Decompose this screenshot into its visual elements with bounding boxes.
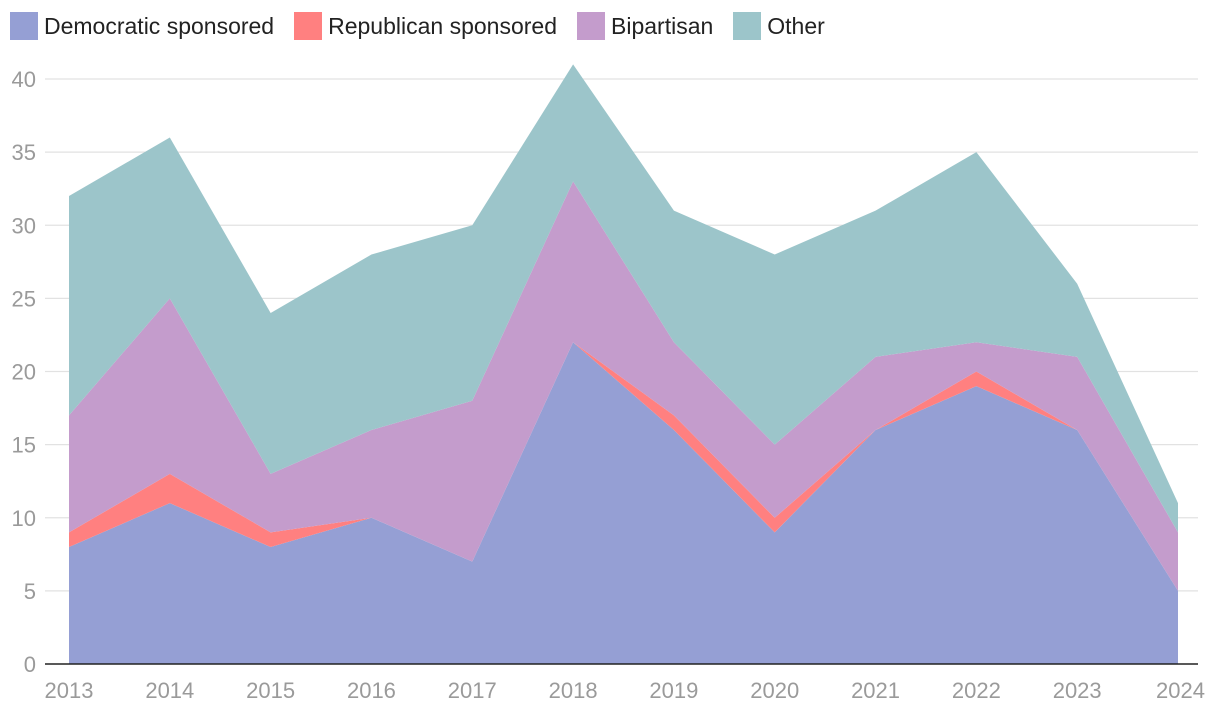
x-tick-label: 2016 <box>347 678 396 703</box>
legend-label-democratic: Democratic sponsored <box>44 12 275 39</box>
chart-legend: Democratic sponsored Republican sponsore… <box>10 10 845 42</box>
y-tick-label: 25 <box>12 286 36 311</box>
x-tick-label: 2019 <box>649 678 698 703</box>
x-tick-label: 2018 <box>549 678 598 703</box>
area-other <box>69 64 1178 533</box>
legend-label-bipartisan: Bipartisan <box>611 12 714 39</box>
legend-swatch-other <box>733 12 762 40</box>
area-series <box>69 64 1178 664</box>
legend-swatch-bipartisan <box>577 12 605 40</box>
x-tick-label: 2014 <box>145 678 194 703</box>
x-tick-label: 2013 <box>45 678 94 703</box>
x-tick-label: 2015 <box>246 678 295 703</box>
y-tick-label: 0 <box>24 652 36 677</box>
area-bipartisan <box>69 181 1178 591</box>
x-tick-label: 2023 <box>1053 678 1102 703</box>
x-tick-label: 2024 <box>1156 678 1205 703</box>
y-tick-label: 30 <box>12 213 36 238</box>
legend-label-other: Other <box>767 12 825 39</box>
x-tick-label: 2022 <box>952 678 1001 703</box>
legend-item-bipartisan: Bipartisan <box>577 12 713 40</box>
x-tick-label: 2017 <box>448 678 497 703</box>
legend-item-democratic: Democratic sponsored <box>10 12 274 40</box>
y-tick-label: 40 <box>12 67 36 92</box>
x-tick-label: 2020 <box>750 678 799 703</box>
y-tick-label: 15 <box>12 433 36 458</box>
x-tick-label: 2021 <box>851 678 900 703</box>
legend-item-republican: Republican sponsored <box>294 12 557 40</box>
y-tick-label: 10 <box>12 506 36 531</box>
y-tick-label: 20 <box>12 360 36 385</box>
area-democratic-sponsored <box>69 342 1178 664</box>
legend-swatch-democratic <box>10 12 38 40</box>
y-tick-label: 5 <box>24 579 36 604</box>
y-axis-ticks: 0 5 10 15 20 25 30 35 40 <box>12 67 36 677</box>
x-axis-ticks: 2013 2014 2015 2016 2017 2018 2019 2020 2021 2022… <box>45 678 1205 703</box>
legend-label-republican: Republican sponsored <box>328 12 557 39</box>
legend-swatch-republican <box>294 12 323 40</box>
legend-item-other: Other <box>733 12 825 40</box>
y-tick-label: 35 <box>12 140 36 165</box>
